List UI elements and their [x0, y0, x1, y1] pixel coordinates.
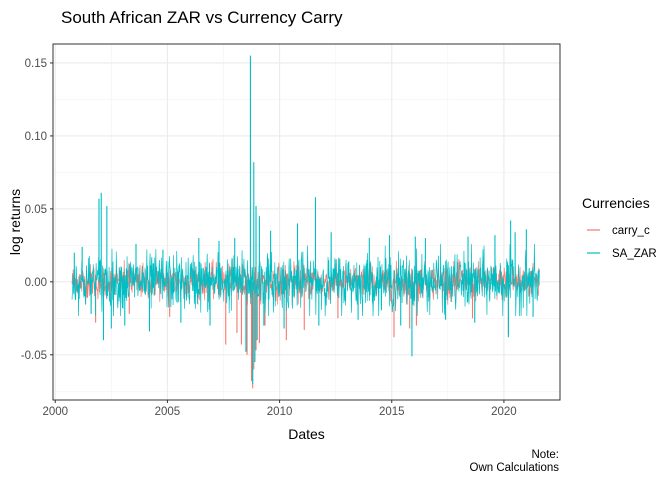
caption: Note: Own Calculations	[470, 449, 560, 474]
y-tick-label: 0.05	[25, 204, 47, 216]
minor-gridlines	[53, 44, 560, 400]
y-tick-label: -0.05	[21, 350, 47, 362]
y-axis-title: log returns	[7, 189, 23, 255]
y-tick-label: 0.15	[25, 58, 47, 70]
legend-label: SA_ZAR	[612, 248, 657, 260]
legend-label: carry_c	[612, 225, 650, 237]
x-tick-label: 2015	[379, 406, 405, 418]
legend: Currencies carry_c SA_ZAR	[582, 195, 657, 262]
x-axis-title: Dates	[288, 426, 325, 442]
legend-item-carry_c: carry_c	[585, 222, 650, 239]
legend-title: Currencies	[582, 195, 650, 211]
series-SA_ZAR	[71, 55, 540, 384]
legend-item-SA_ZAR: SA_ZAR	[585, 245, 657, 262]
y-axis: -0.05 0.00 0.05 0.10 0.15	[21, 58, 53, 362]
legend-items: carry_c SA_ZAR	[585, 222, 657, 262]
x-tick-label: 2010	[267, 406, 293, 418]
x-tick-label: 2000	[42, 406, 68, 418]
x-tick-label: 2020	[491, 406, 517, 418]
plot-background	[53, 44, 560, 400]
plot-panel	[52, 43, 561, 401]
major-gridlines	[53, 44, 560, 400]
caption-source: Own Calculations	[470, 462, 560, 474]
chart-title: South African ZAR vs Currency Carry	[61, 8, 343, 27]
caption-note: Note:	[532, 449, 560, 461]
x-tick-label: 2005	[155, 406, 181, 418]
series-line-SA_ZAR	[71, 243, 540, 316]
y-tick-label: 0.00	[25, 277, 47, 289]
x-axis: 2000 2005 2010 2015 2020	[42, 400, 517, 418]
y-tick-label: 0.10	[25, 131, 47, 143]
series-layer	[71, 55, 540, 389]
plot-border	[52, 43, 561, 401]
